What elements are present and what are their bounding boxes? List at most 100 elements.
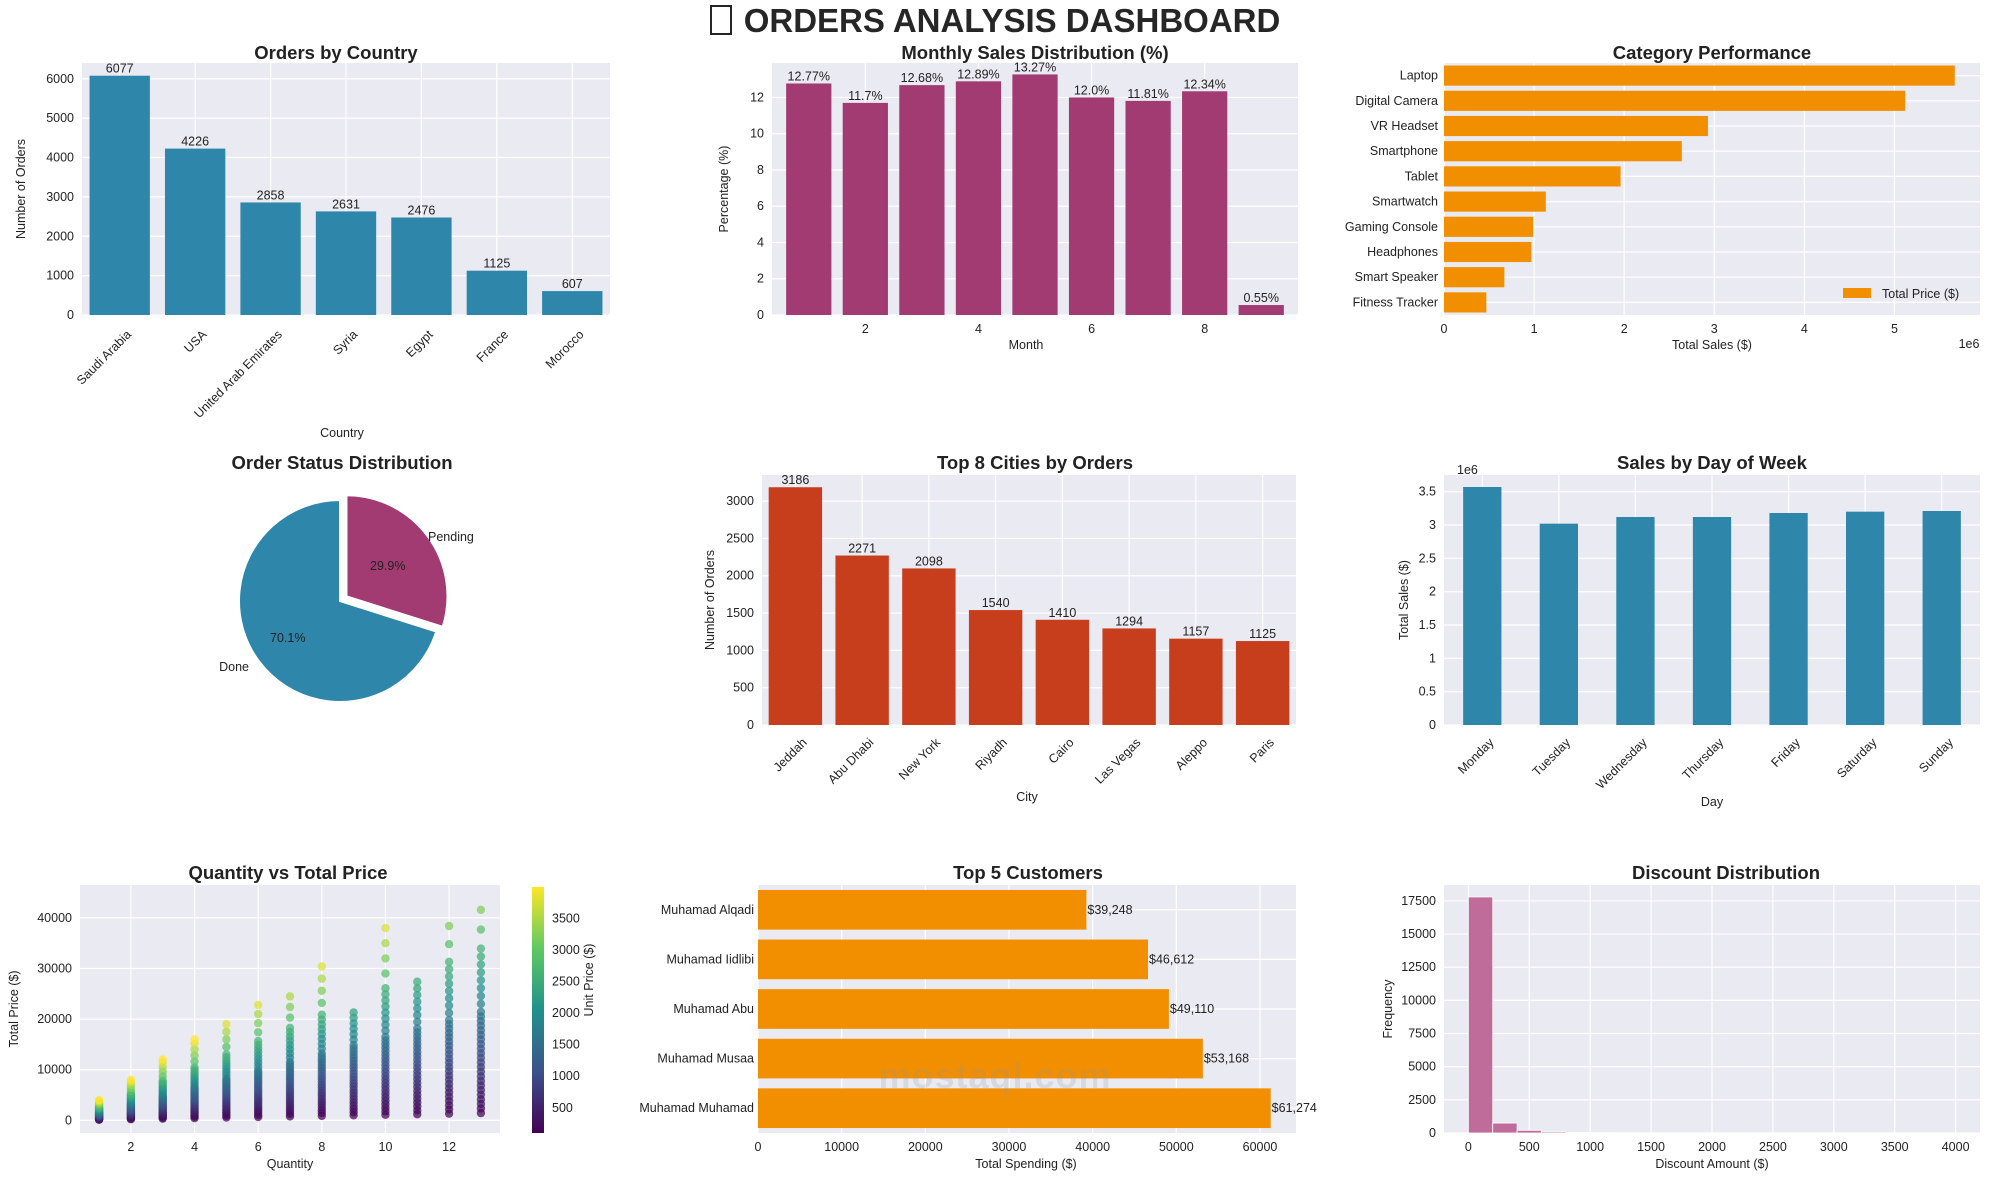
scatter-point (285, 1089, 295, 1099)
scatter-point (444, 994, 454, 1003)
scatter-point (444, 1083, 454, 1093)
scatter-point (476, 1016, 486, 1026)
scatter-point (126, 1075, 136, 1085)
scatter-point (285, 1087, 295, 1096)
scatter-point (444, 1100, 454, 1110)
scatter-colorbar-tick-label: 1000 (552, 1069, 580, 1083)
category-ytick-label: Laptop (1400, 69, 1438, 83)
monthly-bar (1012, 74, 1058, 315)
scatter-point (413, 1086, 422, 1096)
scatter-point (158, 1100, 167, 1110)
chart-title: Discount Distribution (1631, 862, 1821, 883)
scatter-point (126, 1086, 136, 1096)
scatter-point (94, 1108, 104, 1117)
monthly-ylabel: Percentage (%) (717, 146, 731, 233)
scatter-point (317, 1063, 327, 1072)
scatter-point (317, 1039, 327, 1049)
category-ytick-label: Tablet (1405, 169, 1439, 183)
scatter-point (126, 1112, 136, 1121)
customers-ytick-label: Muhamad Iidlibi (666, 952, 754, 966)
category-bar (1444, 90, 1906, 111)
cities-ytick-label: 1000 (726, 643, 754, 657)
scatter-ylabel: Total Price ($) (7, 970, 21, 1047)
scatter-point (476, 1039, 486, 1049)
scatter-point (222, 1071, 231, 1080)
scatter-point (444, 921, 454, 931)
scatter-point (476, 1076, 486, 1086)
discount-xtick-label: 0 (1465, 1140, 1472, 1154)
scatter-point (349, 1047, 358, 1056)
scatter-point (317, 1025, 327, 1034)
chart-title: Order Status Distribution (231, 452, 453, 473)
scatter-point (253, 1072, 263, 1081)
scatter-point (413, 1032, 422, 1041)
scatter-point (158, 1092, 167, 1101)
category-xtick-label: 1 (1531, 322, 1538, 336)
scatter-point (94, 1108, 104, 1118)
scatter-ytick-label: 0 (65, 1113, 72, 1127)
status-pct-label: 70.1% (270, 631, 305, 645)
monthly-xtick-label: 4 (975, 322, 982, 336)
cities-bar-label: 3186 (781, 473, 809, 487)
scatter-point (126, 1114, 136, 1123)
scatter-point (222, 1019, 231, 1029)
weekday-bar (1846, 511, 1885, 725)
scatter-point (158, 1080, 167, 1089)
country-bar (89, 75, 150, 315)
discount-xtick-label: 500 (1519, 1140, 1540, 1154)
scatter-point (158, 1110, 167, 1119)
scatter-point (476, 1053, 486, 1063)
scatter-point (349, 1013, 358, 1023)
scatter-point (349, 1085, 358, 1095)
weekday-ytick-label: 1 (1429, 651, 1436, 665)
weekday-plot-area (1444, 475, 1980, 725)
scatter-point (317, 1055, 327, 1064)
scatter-point (349, 1079, 358, 1088)
discount-bin (1516, 1129, 1542, 1134)
scatter-point (317, 1057, 327, 1067)
scatter-point (413, 1106, 422, 1115)
scatter-point (381, 1039, 390, 1049)
monthly-bar (1238, 305, 1284, 315)
category-bar (1444, 216, 1534, 237)
country-xtick-label: United Arab Emirates (191, 327, 284, 420)
chart-title: Orders by Country (254, 42, 418, 63)
scatter-xtick-label: 6 (255, 1140, 262, 1154)
scatter-point (349, 1095, 358, 1104)
cities-bar-label: 1294 (1115, 614, 1143, 628)
country-bar-label: 2631 (332, 197, 360, 211)
cities-xtick-label: Paris (1247, 735, 1277, 765)
cities-bar-label: 2098 (915, 554, 943, 568)
scatter-point (349, 1024, 358, 1033)
scatter-point (253, 1097, 263, 1107)
scatter-point (349, 1019, 358, 1028)
scatter-point (94, 1104, 104, 1114)
scatter-point (94, 1098, 104, 1107)
scatter-point (94, 1101, 104, 1110)
country-bar (164, 148, 226, 315)
scatter-point (476, 1090, 486, 1099)
scatter-point (222, 1076, 231, 1085)
scatter-point (190, 1080, 199, 1089)
scatter-point (444, 957, 454, 967)
scatter-point (222, 1059, 231, 1068)
country-xtick-label: Saudi Arabia (74, 327, 134, 387)
scatter-point (381, 1068, 390, 1077)
scatter-point (190, 1051, 199, 1060)
weekday-xtick-label: Tuesday (1530, 735, 1574, 779)
scatter-point (253, 1078, 263, 1088)
scatter-point (444, 1075, 454, 1084)
scatter-point (285, 1077, 295, 1086)
scatter-point (285, 1072, 295, 1081)
scatter-point (285, 1013, 295, 1022)
scatter-point (444, 1049, 454, 1059)
monthly-bar-label: 12.89% (957, 67, 999, 81)
scatter-point (381, 923, 390, 933)
scatter-point (413, 1028, 422, 1037)
scatter-point (158, 1113, 167, 1122)
customers-xtick-label: 40000 (1075, 1140, 1110, 1154)
scatter-point (285, 1084, 295, 1094)
scatter-point (253, 1093, 263, 1103)
scatter-point (126, 1099, 136, 1108)
scatter-point (222, 1099, 231, 1108)
